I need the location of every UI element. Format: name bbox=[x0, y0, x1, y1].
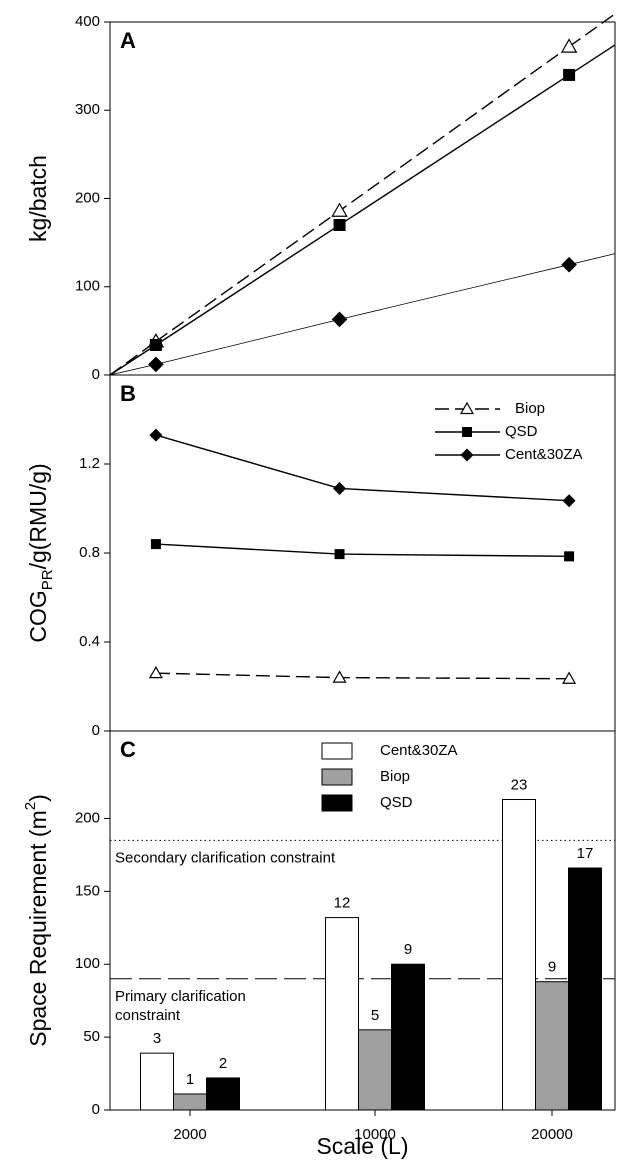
y-tick-label: 150 bbox=[75, 882, 100, 899]
reference-label: constraint bbox=[115, 1007, 181, 1024]
marker bbox=[333, 481, 347, 495]
y-tick-label: 100 bbox=[75, 955, 100, 972]
marker bbox=[332, 670, 347, 683]
y-axis-label-part: Space Requirement (m bbox=[25, 810, 51, 1047]
series-line bbox=[155, 74, 570, 346]
marker bbox=[149, 428, 163, 442]
y-tick-label: 300 bbox=[75, 101, 100, 118]
legend-marker bbox=[460, 448, 474, 462]
y-tick-label: 0.8 bbox=[79, 544, 100, 561]
fit-extension bbox=[568, 13, 616, 48]
y-tick-label: 400 bbox=[75, 13, 100, 30]
bar bbox=[358, 1029, 392, 1111]
bar bbox=[535, 981, 569, 1111]
y-axis-label-part: ) bbox=[25, 794, 51, 802]
bar-count: 3 bbox=[153, 1030, 161, 1047]
y-tick-label: 50 bbox=[83, 1028, 100, 1045]
bar bbox=[391, 963, 425, 1111]
y-tick-label: 0.4 bbox=[79, 633, 100, 650]
marker bbox=[331, 311, 348, 328]
panel-frame bbox=[109, 21, 616, 376]
bar-count: 17 bbox=[577, 845, 594, 862]
marker bbox=[562, 494, 576, 508]
x-axis-label: Scale (L) bbox=[316, 1133, 408, 1159]
legend-swatch bbox=[321, 768, 353, 786]
y-axis-label-part: PR bbox=[39, 569, 56, 590]
bar-count: 9 bbox=[548, 959, 556, 976]
bar-count: 5 bbox=[371, 1007, 379, 1024]
panel-label: C bbox=[120, 737, 136, 762]
legend-swatch bbox=[321, 742, 353, 760]
legend-label: Cent&30ZA bbox=[505, 446, 583, 463]
fit-extension bbox=[109, 344, 157, 376]
series-line bbox=[155, 543, 570, 558]
fit-extension bbox=[568, 253, 616, 266]
y-tick-label: 1.2 bbox=[79, 455, 100, 472]
bar bbox=[568, 867, 602, 1111]
marker bbox=[149, 338, 162, 351]
series-line bbox=[155, 46, 570, 343]
bar bbox=[140, 1052, 174, 1111]
y-axis-label: kg/batch bbox=[25, 155, 51, 242]
x-tick-label: 10000 bbox=[354, 1126, 396, 1143]
marker bbox=[561, 256, 577, 273]
legend-marker bbox=[459, 401, 475, 415]
bar-count: 2 bbox=[219, 1055, 227, 1072]
y-axis-label: Space Requirement (m2) bbox=[22, 794, 51, 1047]
panel-label: B bbox=[120, 381, 136, 406]
y-tick-label: 0 bbox=[92, 722, 100, 739]
y-tick-label: 100 bbox=[75, 278, 100, 295]
legend-label: Biop bbox=[380, 768, 410, 785]
fit-extension bbox=[109, 364, 156, 376]
bar-count: 1 bbox=[186, 1071, 194, 1088]
series-line bbox=[155, 264, 570, 365]
fit-extension bbox=[568, 44, 616, 76]
y-axis-label-part: 2 bbox=[22, 802, 39, 810]
x-tick-label: 2000 bbox=[173, 1126, 206, 1143]
marker bbox=[564, 551, 575, 562]
marker bbox=[563, 68, 576, 81]
legend-swatch bbox=[321, 794, 353, 812]
series-line bbox=[155, 434, 570, 502]
legend-label: Biop bbox=[515, 400, 545, 417]
x-tick-label: 20000 bbox=[531, 1126, 573, 1143]
bar-count: 12 bbox=[334, 895, 351, 912]
marker bbox=[331, 202, 348, 217]
y-tick-label: 0 bbox=[92, 1101, 100, 1118]
bar bbox=[502, 799, 536, 1111]
bar bbox=[325, 917, 359, 1111]
panel-label: A bbox=[120, 28, 136, 53]
legend-marker bbox=[462, 427, 472, 437]
marker bbox=[148, 356, 164, 373]
marker bbox=[562, 671, 577, 684]
marker bbox=[150, 539, 161, 550]
legend-label: QSD bbox=[505, 423, 538, 440]
marker bbox=[333, 218, 346, 231]
y-axis-label: COGPR/g(RMU/g) bbox=[25, 463, 56, 642]
y-tick-label: 200 bbox=[75, 189, 100, 206]
bar bbox=[173, 1093, 207, 1111]
y-axis-label-part: COG bbox=[25, 590, 51, 642]
bar-count: 9 bbox=[404, 941, 412, 958]
y-axis-label-part: /g(RMU/g) bbox=[25, 463, 51, 569]
legend-label: QSD bbox=[380, 794, 413, 811]
y-tick-label: 200 bbox=[75, 809, 100, 826]
y-tick-label: 0 bbox=[92, 366, 100, 383]
series-line bbox=[155, 672, 570, 680]
marker bbox=[334, 549, 345, 560]
legend-label: Cent&30ZA bbox=[380, 742, 458, 759]
marker bbox=[560, 38, 578, 53]
bar bbox=[206, 1077, 240, 1111]
reference-label: Secondary clarification constraint bbox=[115, 849, 336, 866]
bar-count: 23 bbox=[511, 776, 528, 793]
marker bbox=[148, 665, 163, 679]
reference-label: Primary clarification bbox=[115, 988, 246, 1005]
